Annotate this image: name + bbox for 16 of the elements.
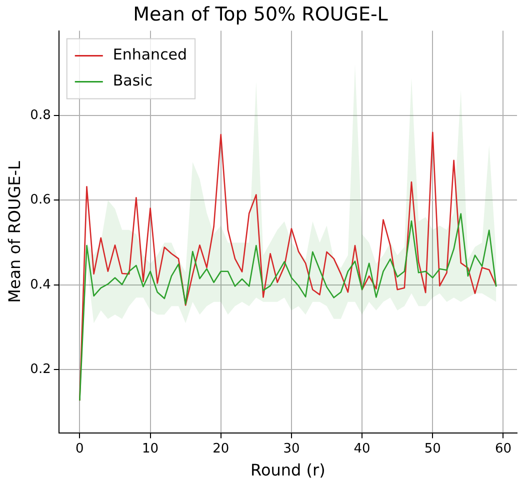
x-tick-label: 50 <box>424 441 441 456</box>
x-tick-label: 40 <box>354 441 370 456</box>
y-tick-label: 0.6 <box>30 192 51 208</box>
x-axis-title: Round (r) <box>250 460 326 480</box>
y-axis-title: Mean of ROUGE-L <box>4 161 24 303</box>
x-tick-label: 30 <box>283 441 300 456</box>
x-tick-label: 60 <box>494 441 512 456</box>
x-tick-label: 10 <box>142 441 159 456</box>
y-tick-label: 0.4 <box>30 277 51 292</box>
y-tick-label: 0.8 <box>30 108 51 123</box>
x-tick-label: 0 <box>76 441 84 456</box>
legend-label: Basic <box>112 72 153 90</box>
legend-label: Enhanced <box>112 46 188 64</box>
chart-title: Mean of Top 50% ROUGE-L <box>133 3 388 26</box>
x-tick-label: 20 <box>212 441 230 456</box>
y-tick-label: 0.2 <box>30 362 51 378</box>
